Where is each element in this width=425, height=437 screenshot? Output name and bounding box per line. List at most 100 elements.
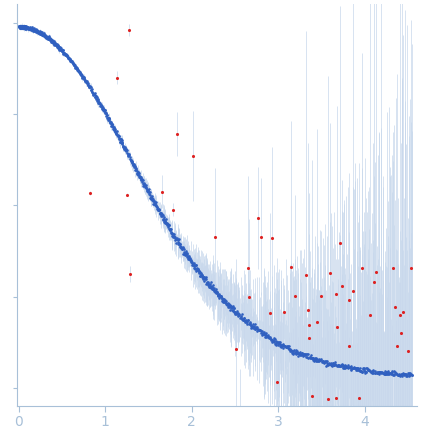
Point	[74, 66, 81, 73]
Point	[285, 346, 292, 353]
Point	[243, 317, 250, 324]
Point	[93, 93, 100, 100]
Point	[159, 211, 165, 218]
Point	[82, 79, 89, 86]
Point	[322, 358, 329, 365]
Point	[227, 304, 234, 311]
Point	[203, 280, 210, 287]
Point	[265, 334, 272, 341]
Point	[42, 32, 48, 39]
Point	[40, 31, 46, 38]
Point	[135, 171, 142, 178]
Point	[245, 265, 252, 272]
Point	[40, 31, 46, 38]
Point	[18, 24, 25, 31]
Point	[229, 303, 236, 310]
Point	[18, 24, 25, 31]
Point	[23, 24, 30, 31]
Point	[101, 106, 108, 113]
Point	[277, 343, 284, 350]
Point	[345, 364, 352, 371]
Point	[378, 369, 385, 376]
Point	[199, 274, 206, 281]
Point	[235, 309, 241, 316]
Point	[20, 23, 27, 30]
Point	[397, 370, 404, 377]
Point	[69, 58, 76, 65]
Point	[319, 357, 326, 364]
Point	[86, 190, 93, 197]
Point	[288, 347, 295, 354]
Point	[337, 362, 343, 369]
Point	[34, 29, 40, 36]
Point	[24, 24, 31, 31]
Point	[169, 206, 176, 213]
Point	[238, 316, 245, 323]
Point	[128, 158, 135, 165]
Point	[192, 262, 198, 269]
Point	[385, 371, 392, 378]
Point	[117, 139, 124, 146]
Point	[366, 312, 373, 319]
Point	[346, 296, 353, 303]
Point	[223, 300, 230, 307]
Point	[138, 174, 145, 181]
Point	[26, 25, 33, 32]
Point	[18, 22, 25, 29]
Point	[137, 173, 144, 180]
Point	[129, 158, 136, 165]
Point	[266, 333, 272, 340]
Point	[23, 23, 29, 30]
Point	[255, 326, 261, 333]
Point	[78, 72, 85, 79]
Point	[340, 364, 347, 371]
Point	[153, 202, 160, 209]
Point	[209, 286, 215, 293]
Point	[156, 206, 163, 213]
Point	[279, 342, 286, 349]
Point	[377, 430, 384, 437]
Point	[35, 29, 42, 36]
Point	[311, 357, 317, 364]
Point	[28, 25, 35, 32]
Point	[322, 405, 329, 412]
Point	[92, 93, 99, 100]
Point	[60, 49, 67, 56]
Point	[150, 197, 157, 204]
Point	[85, 81, 91, 88]
Point	[266, 310, 273, 317]
Point	[226, 301, 233, 308]
Point	[36, 29, 43, 36]
Point	[377, 368, 383, 375]
Point	[173, 236, 180, 243]
Point	[331, 361, 337, 368]
Point	[198, 272, 205, 279]
Point	[254, 327, 261, 334]
Point	[240, 316, 246, 323]
Point	[289, 350, 296, 357]
Point	[145, 188, 152, 195]
Point	[145, 188, 152, 195]
Point	[63, 53, 70, 60]
Point	[297, 350, 303, 357]
Point	[256, 326, 263, 333]
Point	[46, 35, 53, 42]
Point	[130, 162, 137, 169]
Point	[325, 395, 332, 402]
Point	[57, 47, 64, 54]
Point	[360, 368, 367, 375]
Point	[405, 370, 412, 377]
Point	[58, 47, 65, 54]
Point	[40, 31, 47, 38]
Point	[203, 280, 210, 287]
Point	[58, 46, 65, 53]
Point	[51, 41, 57, 48]
Point	[314, 318, 320, 325]
Point	[93, 95, 99, 102]
Point	[302, 351, 309, 358]
Point	[184, 252, 191, 259]
Point	[45, 35, 52, 42]
Point	[32, 28, 39, 35]
Point	[237, 432, 244, 437]
Point	[66, 56, 73, 63]
